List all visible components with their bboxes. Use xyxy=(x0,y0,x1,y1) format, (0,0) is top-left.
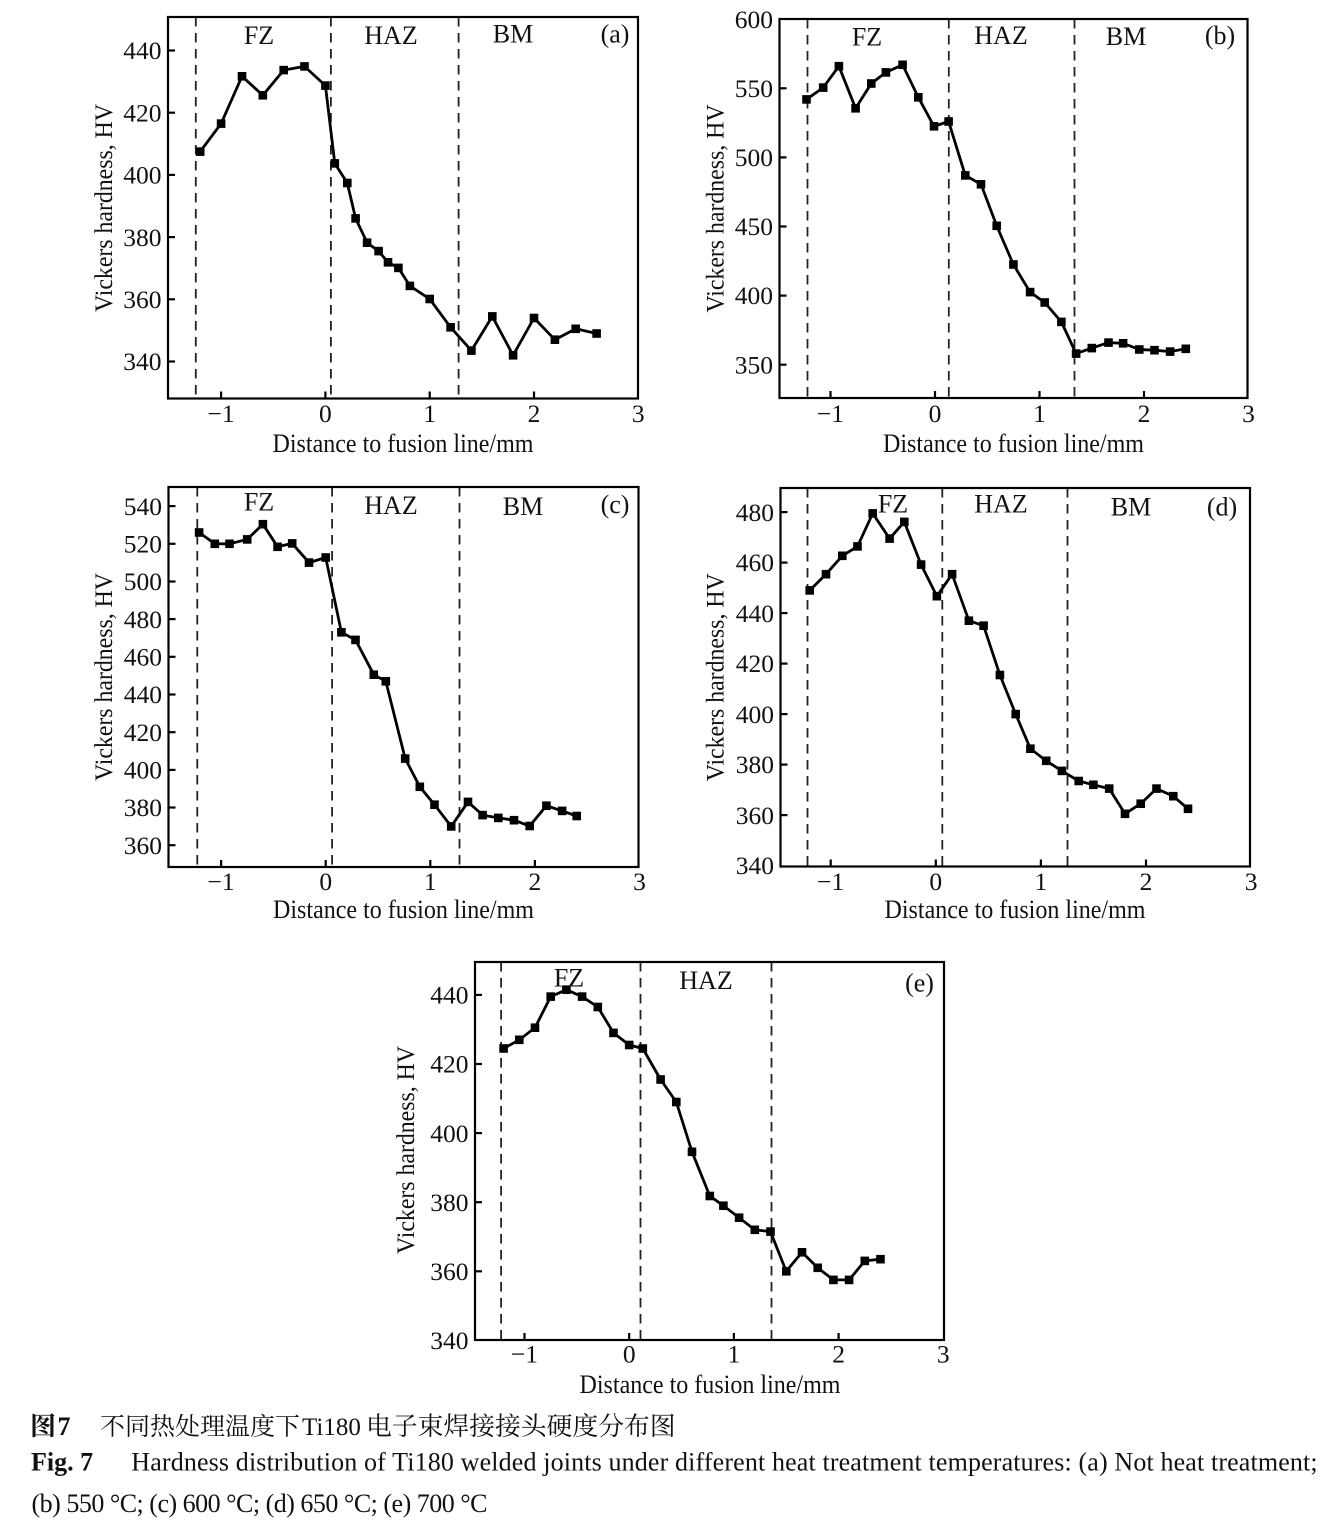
svg-text:Ti180: Ti180 xyxy=(302,1414,361,1441)
svg-text:360: 360 xyxy=(736,801,774,830)
svg-text:Distance to fusion line/mm: Distance to fusion line/mm xyxy=(273,429,534,458)
svg-text:(b): (b) xyxy=(1205,21,1235,50)
svg-text:(a): (a) xyxy=(601,20,630,49)
svg-text:600: 600 xyxy=(735,5,773,34)
svg-text:−1: −1 xyxy=(208,867,235,896)
svg-text:440: 440 xyxy=(736,599,774,628)
svg-text:420: 420 xyxy=(736,649,774,678)
svg-text:FZ: FZ xyxy=(852,23,882,52)
svg-text:−1: −1 xyxy=(817,399,844,428)
svg-text:1: 1 xyxy=(1033,399,1046,428)
svg-text:HAZ: HAZ xyxy=(679,966,732,995)
svg-text:FZ: FZ xyxy=(244,488,274,517)
svg-text:HAZ: HAZ xyxy=(364,21,417,50)
svg-text:BM: BM xyxy=(1106,22,1146,51)
svg-text:2: 2 xyxy=(1138,399,1151,428)
svg-text:Vickers hardness, HV: Vickers hardness, HV xyxy=(391,1045,420,1254)
svg-text:420: 420 xyxy=(430,1050,468,1079)
svg-text:380: 380 xyxy=(736,750,774,779)
svg-text:1: 1 xyxy=(424,867,437,896)
svg-text:−1: −1 xyxy=(208,399,235,428)
svg-text:3: 3 xyxy=(1242,399,1255,428)
svg-text:460: 460 xyxy=(124,643,162,672)
svg-text:3: 3 xyxy=(1245,867,1258,896)
svg-text:(c): (c) xyxy=(601,490,630,519)
svg-text:0: 0 xyxy=(929,867,942,896)
svg-text:420: 420 xyxy=(124,718,162,747)
svg-text:440: 440 xyxy=(430,981,468,1010)
svg-text:0: 0 xyxy=(623,1340,636,1369)
svg-text:3: 3 xyxy=(937,1340,950,1369)
svg-text:3: 3 xyxy=(633,867,646,896)
svg-text:500: 500 xyxy=(735,143,773,172)
svg-text:550: 550 xyxy=(735,74,773,103)
svg-text:1: 1 xyxy=(728,1340,741,1369)
svg-text:340: 340 xyxy=(123,347,161,376)
svg-text:540: 540 xyxy=(124,492,162,521)
svg-text:−1: −1 xyxy=(817,867,844,896)
svg-text:0: 0 xyxy=(319,867,332,896)
svg-text:FZ: FZ xyxy=(554,964,584,993)
svg-text:500: 500 xyxy=(124,567,162,596)
svg-text:400: 400 xyxy=(735,281,773,310)
svg-text:Fig. 7: Fig. 7 xyxy=(31,1448,93,1477)
svg-text:7: 7 xyxy=(58,1412,71,1441)
svg-text:1: 1 xyxy=(1035,867,1048,896)
svg-text:1: 1 xyxy=(423,399,436,428)
svg-text:450: 450 xyxy=(735,212,773,241)
svg-text:(d): (d) xyxy=(1207,493,1237,522)
svg-text:Vickers hardness, HV: Vickers hardness, HV xyxy=(701,573,730,782)
svg-text:360: 360 xyxy=(123,285,161,314)
svg-text:BM: BM xyxy=(493,20,533,49)
svg-text:440: 440 xyxy=(123,36,161,65)
svg-text:Distance to fusion line/mm: Distance to fusion line/mm xyxy=(885,895,1146,924)
svg-text:FZ: FZ xyxy=(878,490,908,519)
svg-text:400: 400 xyxy=(736,700,774,729)
svg-text:460: 460 xyxy=(736,548,774,577)
svg-text:HAZ: HAZ xyxy=(974,490,1027,519)
svg-text:0: 0 xyxy=(319,399,332,428)
svg-text:340: 340 xyxy=(430,1326,468,1355)
svg-text:(b) 550 °C; (c) 600 °C; (d) 65: (b) 550 °C; (c) 600 °C; (d) 650 °C; (e) … xyxy=(32,1489,487,1518)
svg-text:2: 2 xyxy=(1140,867,1153,896)
svg-text:480: 480 xyxy=(736,498,774,527)
svg-text:380: 380 xyxy=(430,1188,468,1217)
svg-text:2: 2 xyxy=(832,1340,845,1369)
svg-text:360: 360 xyxy=(124,831,162,860)
svg-text:FZ: FZ xyxy=(244,21,274,50)
svg-text:(e): (e) xyxy=(905,969,934,998)
svg-text:380: 380 xyxy=(124,793,162,822)
svg-text:−1: −1 xyxy=(511,1340,538,1369)
svg-text:380: 380 xyxy=(123,223,161,252)
svg-text:3: 3 xyxy=(632,399,645,428)
svg-text:HAZ: HAZ xyxy=(974,21,1027,50)
svg-text:440: 440 xyxy=(124,680,162,709)
svg-text:Vickers hardness, HV: Vickers hardness, HV xyxy=(89,103,118,312)
svg-text:BM: BM xyxy=(1111,493,1151,522)
svg-text:0: 0 xyxy=(929,399,942,428)
svg-text:360: 360 xyxy=(430,1257,468,1286)
svg-text:2: 2 xyxy=(529,867,542,896)
svg-text:Vickers hardness, HV: Vickers hardness, HV xyxy=(701,104,730,313)
svg-text:2: 2 xyxy=(528,399,541,428)
svg-text:420: 420 xyxy=(123,98,161,127)
svg-text:Vickers hardness, HV: Vickers hardness, HV xyxy=(89,572,118,781)
svg-text:520: 520 xyxy=(124,529,162,558)
svg-text:BM: BM xyxy=(503,492,543,521)
svg-text:400: 400 xyxy=(124,756,162,785)
svg-text:400: 400 xyxy=(123,161,161,190)
svg-text:400: 400 xyxy=(430,1119,468,1148)
svg-text:480: 480 xyxy=(124,605,162,634)
svg-text:Distance to fusion line/mm: Distance to fusion line/mm xyxy=(883,429,1144,458)
svg-text:Distance to fusion line/mm: Distance to fusion line/mm xyxy=(580,1370,841,1399)
svg-text:350: 350 xyxy=(735,350,773,379)
svg-text:Distance to fusion line/mm: Distance to fusion line/mm xyxy=(273,895,534,924)
svg-text:340: 340 xyxy=(736,851,774,880)
svg-text:HAZ: HAZ xyxy=(364,491,417,520)
svg-text:Hardness distribution of Ti180: Hardness distribution of Ti180 welded jo… xyxy=(131,1448,1317,1477)
